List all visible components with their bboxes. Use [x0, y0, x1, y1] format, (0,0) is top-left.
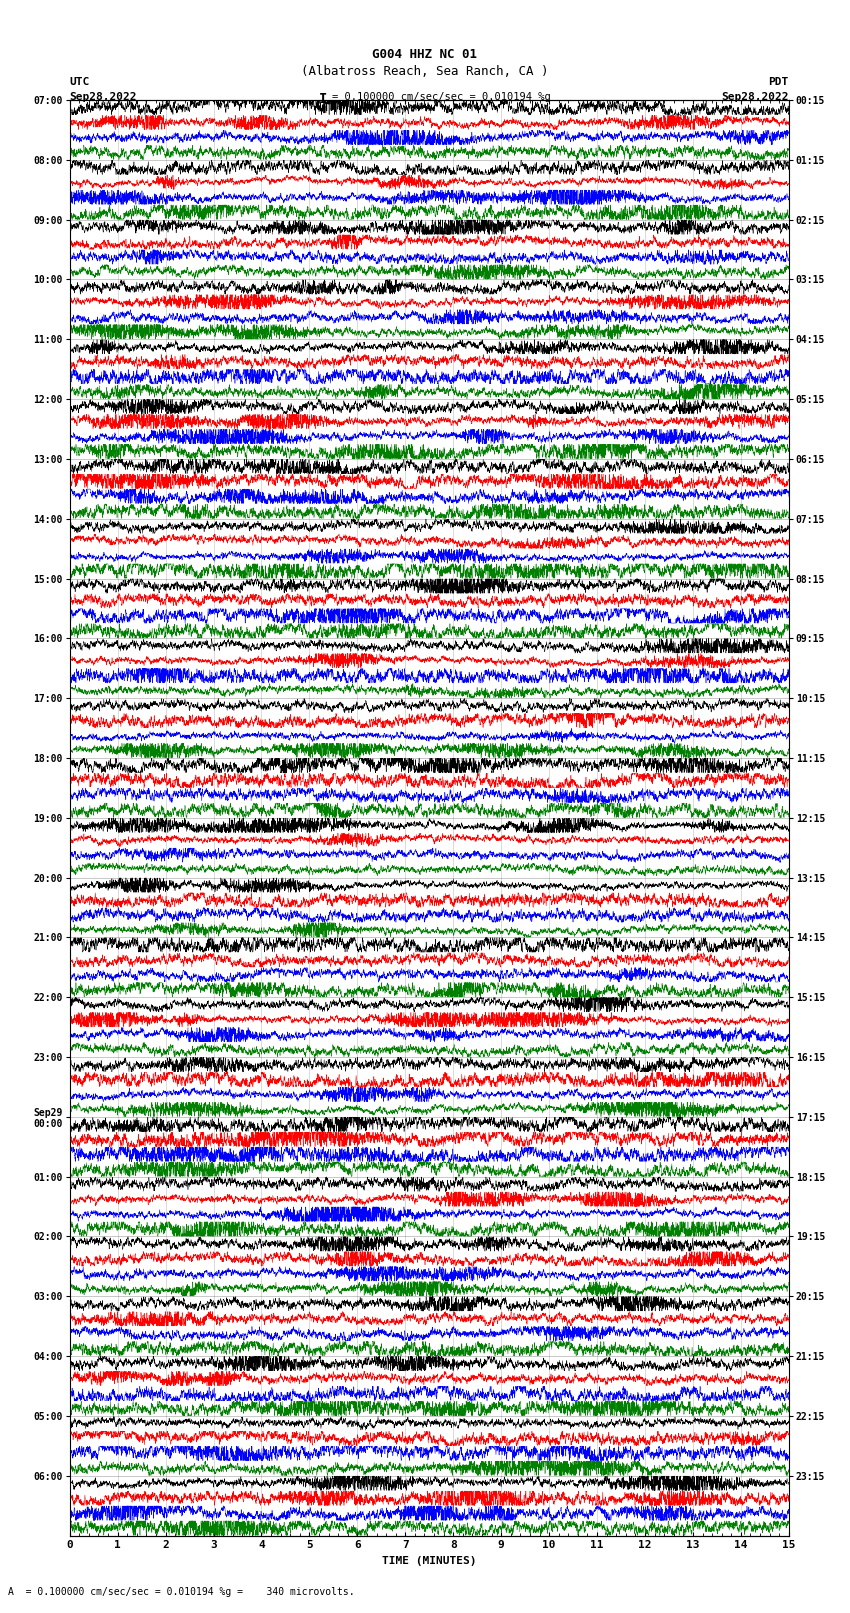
Text: G004 HHZ NC 01: G004 HHZ NC 01 [372, 48, 478, 61]
Text: (Albatross Reach, Sea Ranch, CA ): (Albatross Reach, Sea Ranch, CA ) [301, 65, 549, 77]
Text: PDT: PDT [768, 77, 789, 87]
Text: Sep28,2022: Sep28,2022 [70, 92, 137, 102]
Text: Sep28,2022: Sep28,2022 [722, 92, 789, 102]
Text: A  = 0.100000 cm/sec/sec = 0.010194 %g =    340 microvolts.: A = 0.100000 cm/sec/sec = 0.010194 %g = … [8, 1587, 355, 1597]
X-axis label: TIME (MINUTES): TIME (MINUTES) [382, 1557, 477, 1566]
Text: UTC: UTC [70, 77, 90, 87]
Text: = 0.100000 cm/sec/sec = 0.010194 %g: = 0.100000 cm/sec/sec = 0.010194 %g [332, 92, 550, 102]
Text: I: I [319, 92, 327, 106]
